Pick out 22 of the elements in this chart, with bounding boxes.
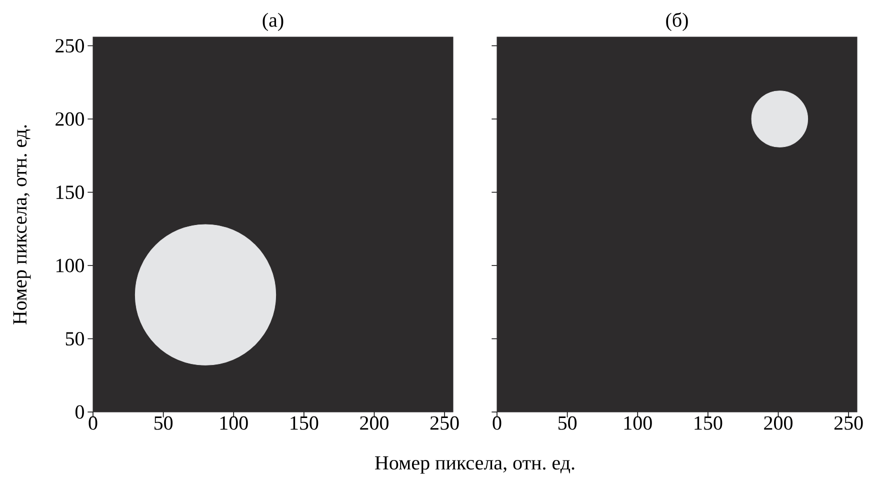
x-tick-label: 150 [694,416,722,430]
y-tick-label: 50 [66,332,84,346]
chart-title: (а) [262,12,284,31]
x-tick-label: 50 [558,416,577,430]
chart-title: (б) [666,12,688,31]
y-tick-label: 0 [75,405,84,419]
x-tick-label: 100 [220,416,248,430]
x-tick-label: 0 [88,416,98,430]
x-tick-label: 250 [430,416,459,430]
x-tick-label: 0 [492,416,502,430]
y-axis-title: Номер пиксела, отн. ед. [13,125,31,324]
x-tick-label: 100 [624,416,652,430]
x-tick-label: 200 [360,416,388,430]
y-tick-label: 200 [56,112,84,126]
y-tick-label: 250 [56,39,84,53]
x-axis-title: Номер пиксела, отн. ед. [375,456,574,474]
x-tick-label: 200 [764,416,793,430]
x-tick-label: 50 [154,416,173,430]
y-tick-label: 150 [56,186,84,200]
x-tick-label: 250 [834,416,863,430]
x-tick-label: 150 [290,416,318,430]
y-tick-label: 100 [56,258,84,272]
